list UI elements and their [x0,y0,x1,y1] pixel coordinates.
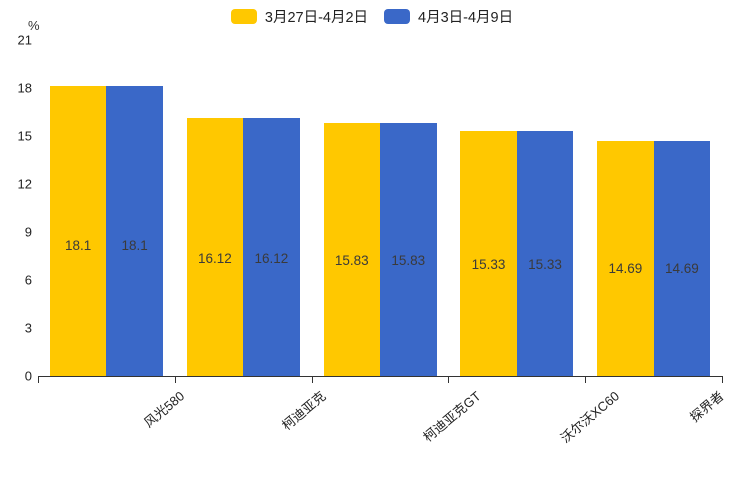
bar-value-label: 18.1 [121,237,148,253]
bar-value-label: 16.12 [198,251,232,267]
y-axis-tick-6: 6 [24,272,32,288]
x-axis-tick [174,376,176,383]
x-axis-line [38,376,722,377]
x-axis-category-label: 探界者 [686,388,727,425]
bar-value-label: 14.69 [608,261,643,277]
legend-label-series-1: 3月27日-4月2日 [264,10,369,26]
x-axis-tick [722,376,723,383]
bar-value-label: 18.1 [65,237,92,253]
bar-series-1[interactable]: 15.33 [460,130,517,376]
bar-series-2[interactable]: 14.69 [653,140,711,376]
bar-group: 16.12 16.12 [186,40,300,376]
y-axis-tick-0: 0 [24,368,32,384]
legend-item-series-2[interactable]: 4月3日-4月9日 [384,6,513,27]
bar-value-label: 15.83 [334,253,369,269]
bar-group: 15.33 15.33 [460,40,574,376]
plot-area: 18.1 18.1 16.12 16.12 15.83 15.83 15.33 15.33 14… [38,40,722,376]
bar-series-2[interactable]: 16.12 [243,118,300,376]
legend-item-series-1[interactable]: 3月27日-4月2日 [230,6,369,27]
x-axis-category-label: 柯迪亚克 [279,388,329,434]
bar-series-1[interactable]: 14.69 [597,140,654,376]
bar-series-1[interactable]: 18.1 [49,86,107,376]
legend-swatch-yellow-icon [230,9,257,24]
x-axis-tick [585,376,587,383]
y-axis-tick-labels: 21 18 15 12 9 6 3 0 [0,33,32,384]
x-axis-category-label: 沃尔沃XC60 [557,388,622,446]
legend-swatch-blue-icon [384,9,411,24]
bar-series-1[interactable]: 15.83 [323,122,380,376]
bar-group: 15.83 15.83 [323,40,437,376]
x-axis-tick [38,376,39,383]
y-axis-tick-18: 18 [17,80,32,96]
bar-series-2[interactable]: 15.33 [516,130,574,376]
x-axis-tick [311,376,313,383]
bar-value-label: 16.12 [254,251,289,267]
x-axis-category-label: 风光580 [141,388,188,431]
y-axis-tick-9: 9 [24,224,32,240]
bar-group: 18.1 18.1 [49,40,163,376]
y-axis-tick-3: 3 [24,320,32,336]
bar-series-2[interactable]: 15.83 [380,122,437,376]
y-axis-unit-label: % [28,18,40,33]
bar-group: 14.69 14.69 [597,40,711,376]
y-axis-tick-21: 21 [17,32,32,48]
bar-series-1[interactable]: 16.12 [186,118,244,376]
bar-series-2[interactable]: 18.1 [106,86,163,376]
x-axis-category-label: 柯迪亚克GT [420,388,484,445]
bar-value-label: 15.33 [471,256,506,272]
y-axis-tick-12: 12 [17,176,32,192]
legend-label-series-2: 4月3日-4月9日 [418,10,514,26]
x-axis-tick [448,376,450,383]
bar-value-label: 15.33 [528,256,562,272]
bar-value-label: 14.69 [664,261,699,277]
y-axis-tick-15: 15 [17,128,32,144]
chart-legend: 3月27日-4月2日 4月3日-4月9日 [0,6,744,27]
bar-value-label: 15.83 [391,253,426,269]
